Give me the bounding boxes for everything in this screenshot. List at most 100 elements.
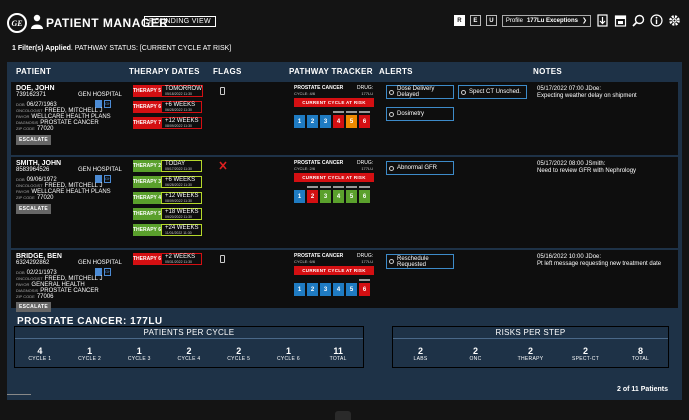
gh-icon[interactable]: GH — [104, 268, 111, 276]
summary-count: 1 — [136, 346, 142, 356]
patient-row[interactable]: BRIDGE, BEN 6324292862 GEN HOSPITAL GH D… — [11, 250, 678, 312]
e-button[interactable]: E — [469, 15, 481, 26]
hospital: GEN HOSPITAL — [78, 92, 122, 98]
pathway-step[interactable]: 1 — [294, 190, 305, 203]
col-header-therapy-dates[interactable]: THERAPY DATES — [129, 67, 200, 76]
current-cycle-at-risk-badge[interactable]: CURRENT CYCLE AT RISK — [294, 98, 374, 107]
summary-cell[interactable]: 2 CYCLE 4 — [164, 346, 214, 362]
patient-row[interactable]: DOE, JOHN 739162371 GEN HOSPITAL GH DOB 0… — [11, 82, 678, 155]
pathway-step[interactable]: 3 — [320, 283, 331, 296]
patient-name[interactable]: DOE, JOHN — [16, 85, 55, 92]
pathway-step[interactable]: 4 — [333, 111, 344, 128]
therapy-date-item[interactable]: THERAPY 6 +2 WEEKS 05/31/2022 11:30 — [133, 253, 202, 265]
dob-field: DOB 02/21/1973 — [16, 269, 57, 277]
summary-cell[interactable]: 2 LABS — [393, 346, 448, 362]
summary-cell[interactable]: 11 TOTAL — [313, 346, 363, 362]
escalate-button[interactable]: ESCALATE — [16, 135, 51, 145]
therapy-date-item[interactable]: THERAPY 7 +12 WEEKS 08/09/2022 11:30 — [133, 117, 202, 129]
therapy-date-item[interactable]: THERAPY 2 TODAY 05/17/2022 11:30 — [133, 160, 202, 172]
therapy-date-item[interactable]: THERAPY 5 TOMORROW 05/18/2022 11:30 — [133, 85, 203, 97]
app-header: GE PATIENT MANAGER ROUNDING VIEW R E U P… — [0, 10, 689, 40]
col-header-patient[interactable]: PATIENT — [16, 67, 52, 76]
therapy-date-item[interactable]: THERAPY 4 +12 WEEKS 08/09/2022 11:30 — [133, 192, 202, 204]
alert-item[interactable]: Abnormal GFR — [386, 161, 454, 175]
pathway-step[interactable]: 6 — [359, 186, 370, 203]
therapy-date-item[interactable]: THERAPY 5 +18 WEEKS 09/20/2022 11:30 — [133, 208, 202, 220]
summary-cell[interactable]: 1 CYCLE 3 — [114, 346, 164, 362]
rounding-view-badge[interactable]: ROUNDING VIEW — [144, 16, 216, 27]
drawer-handle[interactable] — [335, 411, 351, 420]
summary-cell[interactable]: 2 THERAPY — [503, 346, 558, 362]
therapy-date-item[interactable]: THERAPY 6 +24 WEEKS 11/01/2022 11:30 — [133, 224, 202, 236]
current-cycle-at-risk-badge[interactable]: CURRENT CYCLE AT RISK — [294, 173, 374, 182]
summary-cell[interactable]: 2 CYCLE 5 — [214, 346, 264, 362]
summary-count: 11 — [333, 346, 343, 356]
note-timestamp: 05/17/2022 08:00 JSmith: — [537, 161, 606, 167]
step-progress-bar — [359, 186, 370, 188]
escalate-button[interactable]: ESCALATE — [16, 204, 51, 214]
chevron-right-icon: ❯ — [581, 18, 587, 24]
escalate-button[interactable]: ESCALATE — [16, 302, 51, 312]
calendar-icon[interactable] — [614, 14, 627, 27]
pathway-drug: DRUG: 177LU — [357, 253, 373, 265]
therapy-date-item[interactable]: THERAPY 3 +6 WEEKS 06/28/2022 11:30 — [133, 176, 202, 188]
pathway-step[interactable]: 6 — [359, 111, 370, 128]
col-header-flags[interactable]: FLAGS — [213, 67, 242, 76]
summary-cell[interactable]: 1 CYCLE 2 — [65, 346, 115, 362]
flag-kidney-icon[interactable] — [219, 161, 227, 170]
therapy-date-text: 06/28/2022 11:30 — [165, 107, 192, 112]
pathway-step[interactable]: 2 — [307, 186, 318, 203]
summary-count: 2 — [582, 346, 588, 356]
pathway-step[interactable]: 2 — [307, 115, 318, 128]
alert-item[interactable]: Spect CT Unsched. — [458, 85, 527, 99]
summary-label: SPECT-CT — [571, 356, 600, 362]
pathway-step[interactable]: 4 — [333, 283, 344, 296]
therapy-date-item[interactable]: THERAPY 6 +6 WEEKS 06/28/2022 11:30 — [133, 101, 202, 113]
summary-cell[interactable]: 8 TOTAL — [613, 346, 668, 362]
patient-name[interactable]: SMITH, JOHN — [16, 160, 62, 167]
search-icon[interactable] — [632, 14, 645, 27]
col-header-notes[interactable]: NOTES — [533, 67, 563, 76]
pathway-steps: 1 2 3 4 5 6 — [294, 186, 370, 203]
alert-item[interactable]: Reschedule Requested — [386, 254, 454, 269]
summary-cell[interactable]: 1 CYCLE 6 — [264, 346, 314, 362]
document-icon[interactable] — [95, 100, 102, 108]
summary-count: 2 — [236, 346, 242, 356]
gh-icon[interactable]: GH — [104, 100, 111, 108]
r-button[interactable]: R — [453, 15, 465, 26]
col-header-pathway-tracker[interactable]: PATHWAY TRACKER — [289, 67, 373, 76]
therapy-tag: THERAPY 5 — [133, 208, 161, 220]
summary-cell[interactable]: 2 SPECT-CT — [558, 346, 613, 362]
summary-cell[interactable]: 4 CYCLE 1 — [15, 346, 65, 362]
alert-item[interactable]: Dose Delivery Delayed — [386, 85, 454, 99]
pathway-step[interactable]: 3 — [320, 115, 331, 128]
pathway-step[interactable]: 2 — [307, 283, 318, 296]
profile-select[interactable]: Profile 177Lu Exceptions ❯ — [501, 14, 591, 27]
col-header-alerts[interactable]: ALERTS — [379, 67, 413, 76]
page-indicator[interactable] — [7, 394, 31, 395]
step-progress-bar — [333, 111, 344, 113]
document-icon[interactable] — [95, 175, 102, 183]
u-button[interactable]: U — [485, 15, 497, 26]
info-icon[interactable] — [650, 14, 663, 27]
pathway-step[interactable]: 5 — [346, 186, 357, 203]
current-cycle-at-risk-badge[interactable]: CURRENT CYCLE AT RISK — [294, 266, 374, 275]
pathway-step[interactable]: 4 — [333, 186, 344, 203]
flag-vial-icon[interactable] — [220, 87, 225, 95]
summary-cell[interactable]: 2 ONC — [448, 346, 503, 362]
pathway-step[interactable]: 5 — [346, 283, 357, 296]
flag-vial-icon[interactable] — [220, 255, 225, 263]
gh-icon[interactable]: GH — [104, 175, 111, 183]
gear-icon[interactable] — [668, 14, 681, 27]
patient-row[interactable]: SMITH, JOHN 8583964526 GEN HOSPITAL GH D… — [11, 157, 678, 248]
pathway-step[interactable]: 5 — [346, 111, 357, 128]
pathway-step[interactable]: 3 — [320, 186, 331, 203]
alert-item[interactable]: Dosimetry — [386, 107, 454, 121]
download-icon[interactable] — [596, 14, 609, 27]
therapy-when-text: TODAY — [165, 160, 186, 167]
patient-name[interactable]: BRIDGE, BEN — [16, 253, 62, 260]
pathway-step[interactable]: 6 — [359, 279, 370, 296]
pathway-step[interactable]: 1 — [294, 115, 305, 128]
pathway-step[interactable]: 1 — [294, 283, 305, 296]
document-icon[interactable] — [95, 268, 102, 276]
